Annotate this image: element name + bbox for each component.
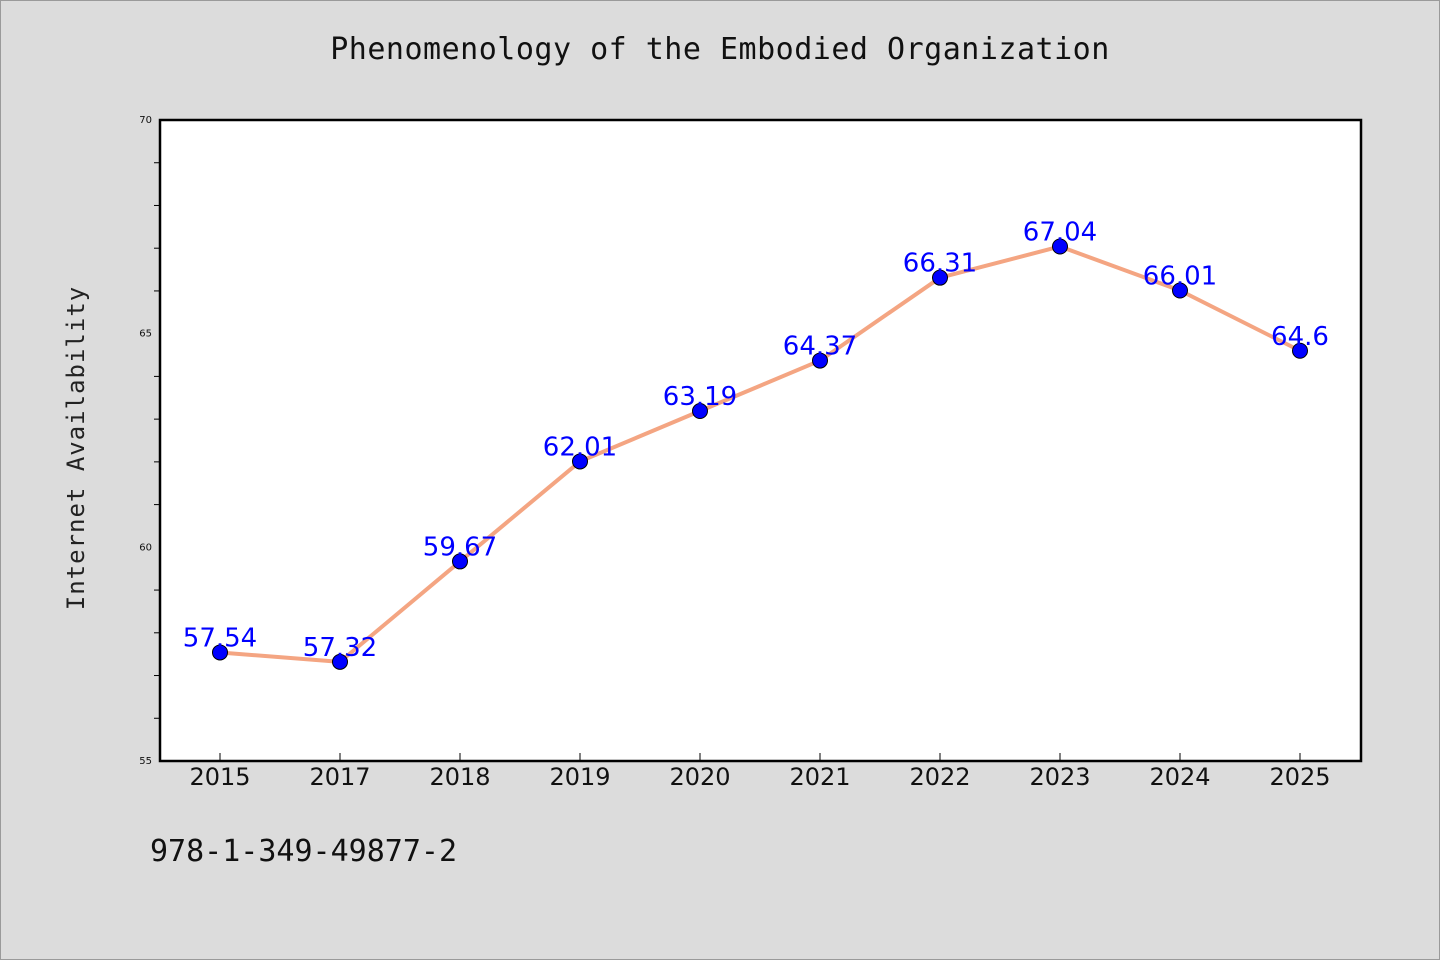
data-point [1052,238,1068,255]
chart-title: Phenomenology of the Embodied Organizati… [330,32,1110,67]
x-tick-label: 2015 [189,763,250,791]
data-point [572,453,588,470]
data-point [1292,342,1308,359]
data-label: 67.04 [1023,217,1097,247]
plot-area [158,118,1363,763]
data-point [1172,282,1188,299]
data-label: 59.67 [423,532,497,562]
data-point [332,653,348,670]
data-label: 57.32 [303,633,377,663]
x-tick-label: 2018 [429,763,490,791]
y-tick-label: 65 [139,329,152,340]
y-tick-label: 70 [139,115,152,126]
x-tick-label: 2017 [309,763,370,791]
y-tick-label: 55 [139,756,152,767]
data-label: 66.01 [1143,262,1217,292]
data-point [932,269,948,286]
data-label: 57.54 [183,623,257,653]
x-tick-label: 2025 [1269,763,1330,791]
data-point [212,644,228,661]
data-label: 66.31 [903,249,977,279]
x-tick-label: 2022 [909,763,970,791]
data-label: 63.19 [663,382,737,412]
x-tick-label: 2020 [669,763,730,791]
isbn-text: 978-1-349-49877-2 [150,834,458,869]
series-line [218,244,1302,664]
data-label: 64.37 [783,332,857,362]
data-point [692,403,708,420]
x-tick-label: 2021 [789,763,850,791]
x-tick-label: 2024 [1149,763,1210,791]
data-label: 64.6 [1271,322,1329,352]
x-tick-label: 2019 [549,763,610,791]
x-tick-label: 2023 [1029,763,1090,791]
data-point [452,553,468,570]
data-label: 62.01 [543,432,617,462]
data-point [812,352,828,369]
y-tick-label: 60 [139,542,152,553]
